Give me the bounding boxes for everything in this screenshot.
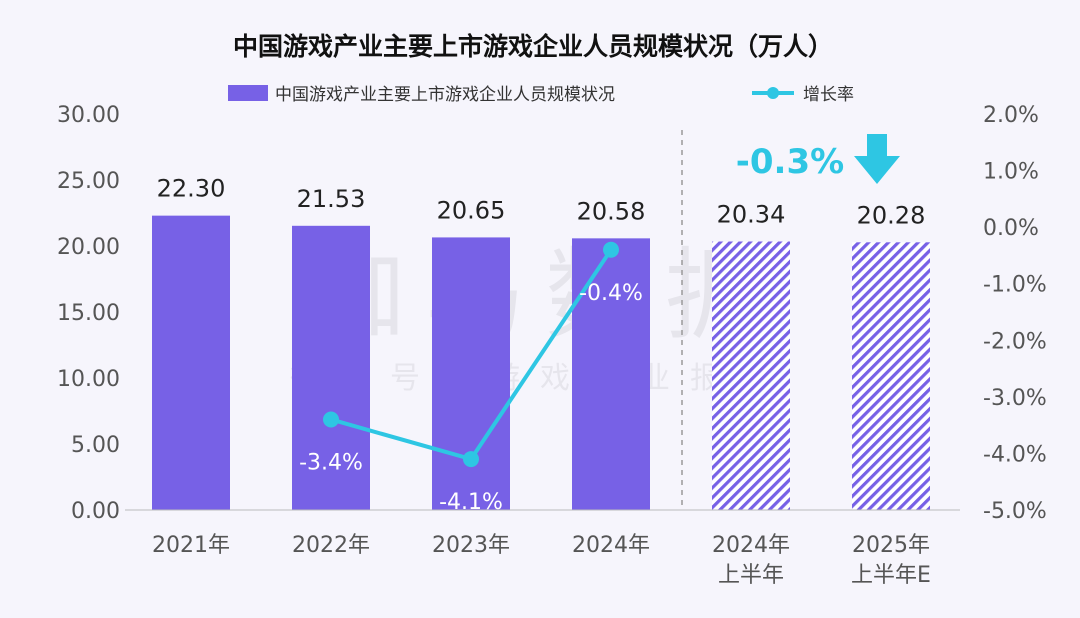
- growth-rate-point: [323, 411, 339, 428]
- y-left-tick-label: 30.00: [57, 103, 120, 128]
- bar: [152, 215, 230, 510]
- growth-rate-point: [463, 451, 479, 468]
- bar-value-label: 22.30: [157, 175, 226, 203]
- bars: 22.30 21.53 20.65 20.58 20.34 20.28: [152, 175, 930, 511]
- growth-rate-line: -3.4% -4.1% -0.4%: [299, 241, 643, 515]
- y-left-tick-label: 0.00: [71, 499, 120, 524]
- bar-value-label: 21.53: [297, 185, 366, 213]
- y-right-tick-label: -2.0%: [983, 329, 1047, 354]
- bar: [432, 237, 510, 511]
- legend-bar-swatch: [228, 85, 268, 101]
- bar-value-label: 20.58: [577, 197, 646, 225]
- y-right-tick-label: -3.0%: [983, 386, 1047, 411]
- y-left-tick-label: 20.00: [57, 235, 120, 260]
- x-tick-label: 2023年: [432, 533, 510, 558]
- bar-estimate: [712, 241, 790, 510]
- y-axis-right: -5.0% -4.0% -3.0% -2.0% -1.0% 0.0% 1.0% 2.0%: [983, 103, 1047, 524]
- down-arrow-icon: [854, 134, 900, 184]
- bar-estimate: [852, 242, 930, 510]
- y-right-tick-label: 1.0%: [983, 160, 1039, 185]
- legend-line-label: 增长率: [803, 85, 854, 105]
- x-tick-label: 上半年E: [851, 563, 931, 588]
- x-tick-label: 2024年: [572, 533, 650, 558]
- bar: [572, 238, 650, 510]
- growth-rate-label: -4.1%: [439, 490, 503, 515]
- x-tick-label: 2025年: [852, 533, 930, 558]
- y-right-tick-label: 2.0%: [983, 103, 1039, 128]
- y-left-tick-label: 5.00: [71, 433, 120, 458]
- x-tick-label: 2024年: [712, 533, 790, 558]
- callout: -0.3%: [736, 134, 900, 184]
- legend-bar-label: 中国游戏产业主要上市游戏企业人员规模状况: [275, 85, 615, 105]
- y-left-tick-label: 15.00: [57, 301, 120, 326]
- x-tick-label: 2022年: [292, 533, 370, 558]
- y-left-tick-label: 25.00: [57, 169, 120, 194]
- x-tick-label: 2021年: [152, 533, 230, 558]
- y-right-tick-label: -5.0%: [983, 499, 1047, 524]
- growth-rate-label: -3.4%: [299, 450, 363, 475]
- legend-line-marker: [767, 87, 779, 99]
- bar-value-label: 20.65: [437, 196, 506, 224]
- growth-rate-point: [603, 241, 619, 258]
- bar: [292, 225, 370, 510]
- growth-rate-label: -0.4%: [579, 281, 643, 306]
- callout-value: -0.3%: [736, 142, 844, 182]
- watermark-brand: 伽马数据: [305, 237, 785, 354]
- bar-value-label: 20.34: [717, 201, 786, 229]
- y-right-tick-label: -1.0%: [983, 273, 1047, 298]
- x-tick-label: 上半年: [718, 563, 784, 588]
- chart-title: 中国游戏产业主要上市游戏企业人员规模状况（万人）: [233, 32, 833, 61]
- bar-value-label: 20.28: [857, 201, 926, 229]
- y-right-tick-label: -4.0%: [983, 442, 1047, 467]
- y-right-tick-label: 0.0%: [983, 216, 1039, 241]
- y-axis-left: 0.00 5.00 10.00 15.00 20.00 25.00 30.00: [57, 103, 120, 524]
- legend: 中国游戏产业主要上市游戏企业人员规模状况 增长率: [228, 85, 854, 105]
- y-left-tick-label: 10.00: [57, 367, 120, 392]
